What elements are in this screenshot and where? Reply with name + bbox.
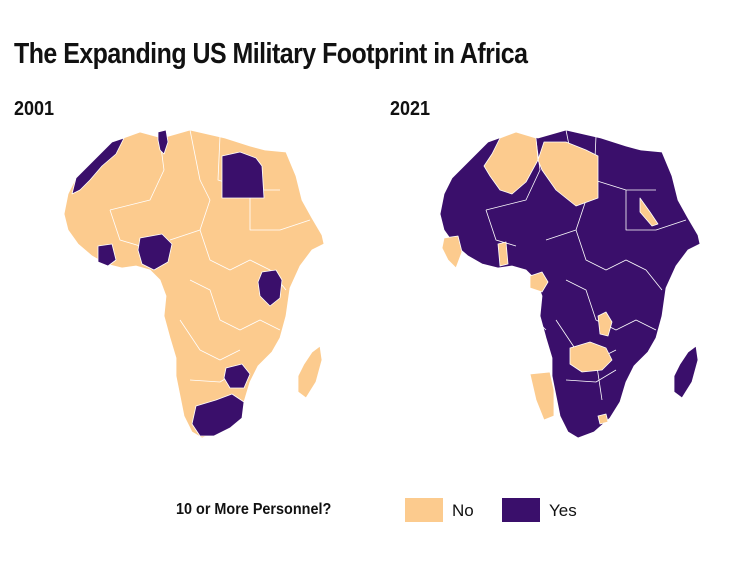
central-lake-region-2021: [597, 311, 613, 337]
nigeria-2001: [137, 233, 173, 271]
zambia-2021: [569, 341, 613, 373]
legend-swatch-yes: [502, 498, 540, 522]
libya-2021: [537, 141, 599, 207]
madagascar-2021: [673, 345, 699, 399]
year-label-2001: 2001: [14, 98, 55, 120]
morocco-2001: [71, 137, 125, 195]
madagascar-2001: [297, 345, 323, 399]
west-coast-no-2021: [441, 235, 463, 269]
zimbabwe-2001: [223, 363, 251, 389]
legend-label-yes: Yes: [549, 501, 577, 520]
year-label-2021: 2021: [390, 98, 431, 120]
legend-title: 10 or More Personnel?: [176, 501, 332, 518]
south-africa-2001: [191, 393, 245, 437]
legend-label-no: No: [452, 501, 474, 520]
map-2001: [63, 129, 325, 439]
lesotho-2021: [597, 413, 609, 425]
map-2021: [439, 129, 701, 439]
kenya-2001: [257, 269, 283, 307]
ivory-coast-2001: [97, 243, 117, 267]
namibia-2021: [529, 371, 555, 421]
tunisia-2001: [157, 129, 169, 155]
eritrea-2021: [639, 197, 659, 227]
ghana-togo-2021: [497, 241, 509, 267]
africa-landmass-2021: [439, 129, 701, 439]
algeria-2021: [483, 131, 539, 195]
chart-title: The Expanding US Military Footprint in A…: [14, 38, 528, 70]
africa-landmass-2001: [63, 129, 325, 439]
egypt-2001: [221, 151, 265, 199]
equatorial-guinea-2021: [529, 271, 549, 293]
legend-swatch-no: [405, 498, 443, 522]
